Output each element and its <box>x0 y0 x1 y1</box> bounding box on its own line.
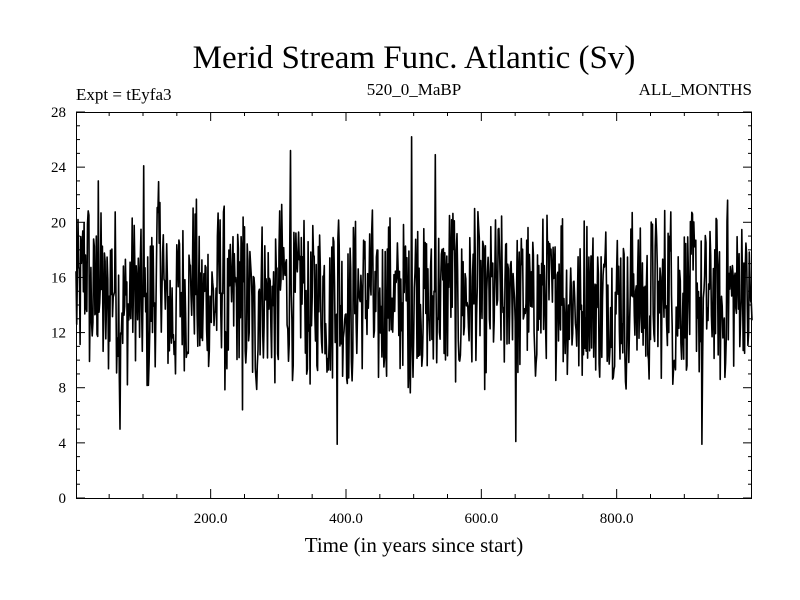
x-tick-label: 200.0 <box>194 511 228 527</box>
experiment-label: Expt = tEyfa3 <box>76 85 172 104</box>
period-label: 520_0_MaBP <box>367 80 461 99</box>
y-tick-label: 16 <box>51 270 67 286</box>
y-tick-label: 8 <box>59 381 67 397</box>
y-tick-label: 24 <box>51 160 67 176</box>
x-tick-label: 800.0 <box>600 511 634 527</box>
y-tick-label: 0 <box>59 491 67 507</box>
chart-title: Merid Stream Func. Atlantic (Sv) <box>193 40 636 76</box>
months-label: ALL_MONTHS <box>639 80 752 99</box>
y-tick-label: 12 <box>51 326 66 342</box>
series-line <box>75 136 753 445</box>
y-tick-label: 28 <box>51 105 66 121</box>
x-axis-label: Time (in years since start) <box>305 533 524 557</box>
x-tick-label: 600.0 <box>464 511 498 527</box>
x-tick-label: 400.0 <box>329 511 363 527</box>
plot-frame <box>76 112 752 499</box>
y-tick-label: 4 <box>59 436 67 452</box>
y-tick-label: 20 <box>51 215 66 231</box>
x-axis: 200.0 400.0 600.0 800.0 <box>108 112 719 527</box>
